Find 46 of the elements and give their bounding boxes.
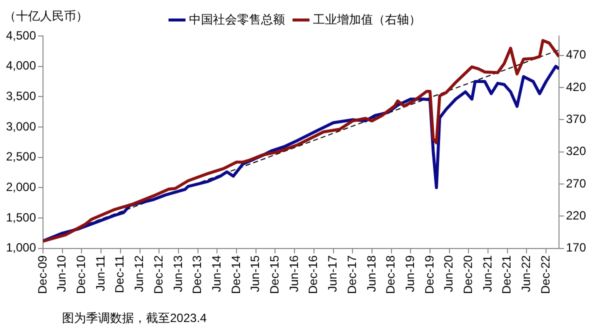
y2-tick-label: 420 [566, 80, 586, 94]
x-tick-label: Jun-15 [248, 255, 262, 292]
x-tick-label: Jun-12 [132, 255, 146, 292]
x-tick-label: Jun-22 [519, 255, 534, 292]
x-tick-label: Dec-16 [306, 254, 320, 294]
y-tick-label: 2,000 [6, 180, 36, 194]
y2-tick-label: 270 [566, 176, 586, 190]
y2-tick-label: 170 [566, 240, 586, 255]
x-tick-label: Dec-09 [35, 254, 50, 294]
x-tick-label: Jun-13 [170, 255, 185, 292]
x-tick-label: Dec-11 [112, 254, 127, 294]
y-tick-label: 4,500 [6, 28, 36, 42]
x-tick-label: Jun-19 [402, 255, 417, 292]
x-tick-label: Jun-11 [93, 255, 108, 292]
x-tick-label: Jun-14 [209, 255, 224, 292]
x-tick-label: Dec-10 [74, 254, 88, 294]
x-tick-label: Jun-16 [286, 255, 301, 292]
x-tick-label: Jun-10 [54, 255, 69, 292]
x-tick-label: Dec-19 [422, 254, 436, 294]
x-tick-label: Jun-17 [326, 255, 340, 292]
x-tick-label: Jun-18 [364, 255, 378, 292]
x-tick-label: Dec-22 [538, 254, 552, 294]
y-tick-label: 1,500 [6, 210, 36, 224]
y2-tick-label: 220 [566, 208, 586, 222]
x-tick-label: Dec-15 [268, 254, 282, 294]
text: 图为季调数据，截至2023.4 [62, 311, 208, 325]
y2-tick-label: 470 [566, 48, 586, 62]
x-tick-label: Jun-21 [480, 255, 494, 292]
x-tick-label: Dec-21 [500, 254, 514, 294]
y-tick-label: 4,000 [6, 58, 36, 73]
legend-label: 工业增加值（右轴） [313, 12, 421, 26]
y2-tick-label: 370 [566, 112, 586, 126]
x-tick-label: Jun-20 [442, 255, 456, 292]
legend-label: 中国社会零售总额 [189, 12, 285, 26]
x-tick-label: Dec-18 [384, 254, 398, 294]
y2-tick-label: 320 [566, 144, 586, 158]
x-tick-label: Dec-12 [151, 254, 166, 294]
y-tick-label: 3,500 [6, 88, 36, 103]
y-tick-label: 3,000 [6, 119, 36, 134]
x-tick-label: Dec-13 [190, 254, 204, 294]
y-tick-label: 1,000 [6, 240, 36, 255]
y-tick-label: 2,500 [6, 150, 36, 164]
y-axis-title: （十亿人民币） [4, 9, 88, 23]
x-tick-label: Dec-14 [228, 254, 243, 294]
x-tick-label: Dec-20 [461, 254, 475, 294]
x-tick-label: Dec-17 [344, 254, 359, 294]
